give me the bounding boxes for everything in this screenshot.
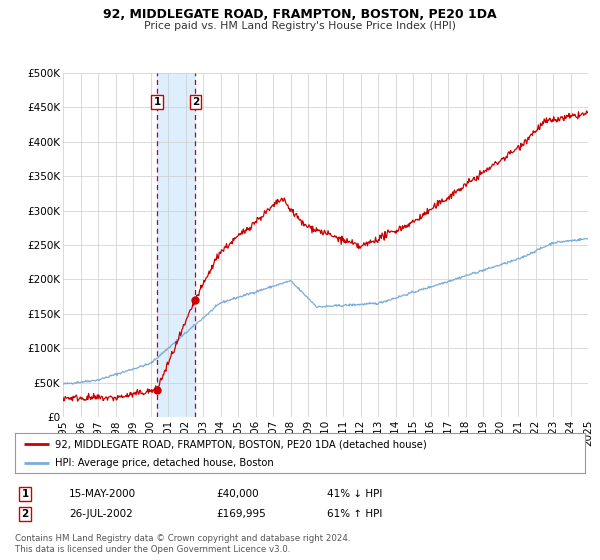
- Text: 61% ↑ HPI: 61% ↑ HPI: [327, 509, 382, 519]
- Text: £40,000: £40,000: [216, 489, 259, 499]
- Text: £169,995: £169,995: [216, 509, 266, 519]
- Text: Contains HM Land Registry data © Crown copyright and database right 2024.: Contains HM Land Registry data © Crown c…: [15, 534, 350, 543]
- Text: 1: 1: [22, 489, 29, 499]
- Text: 15-MAY-2000: 15-MAY-2000: [69, 489, 136, 499]
- Text: 26-JUL-2002: 26-JUL-2002: [69, 509, 133, 519]
- Text: 92, MIDDLEGATE ROAD, FRAMPTON, BOSTON, PE20 1DA (detached house): 92, MIDDLEGATE ROAD, FRAMPTON, BOSTON, P…: [55, 439, 427, 449]
- Bar: [157, 73, 195, 417]
- Text: 92, MIDDLEGATE ROAD, FRAMPTON, BOSTON, PE20 1DA: 92, MIDDLEGATE ROAD, FRAMPTON, BOSTON, P…: [103, 8, 497, 21]
- Text: HPI: Average price, detached house, Boston: HPI: Average price, detached house, Bost…: [55, 458, 274, 468]
- Text: 2: 2: [22, 509, 29, 519]
- Text: 41% ↓ HPI: 41% ↓ HPI: [327, 489, 382, 499]
- Text: Price paid vs. HM Land Registry's House Price Index (HPI): Price paid vs. HM Land Registry's House …: [144, 21, 456, 31]
- Text: 2: 2: [191, 97, 199, 107]
- Text: This data is licensed under the Open Government Licence v3.0.: This data is licensed under the Open Gov…: [15, 545, 290, 554]
- Text: 1: 1: [154, 97, 161, 107]
